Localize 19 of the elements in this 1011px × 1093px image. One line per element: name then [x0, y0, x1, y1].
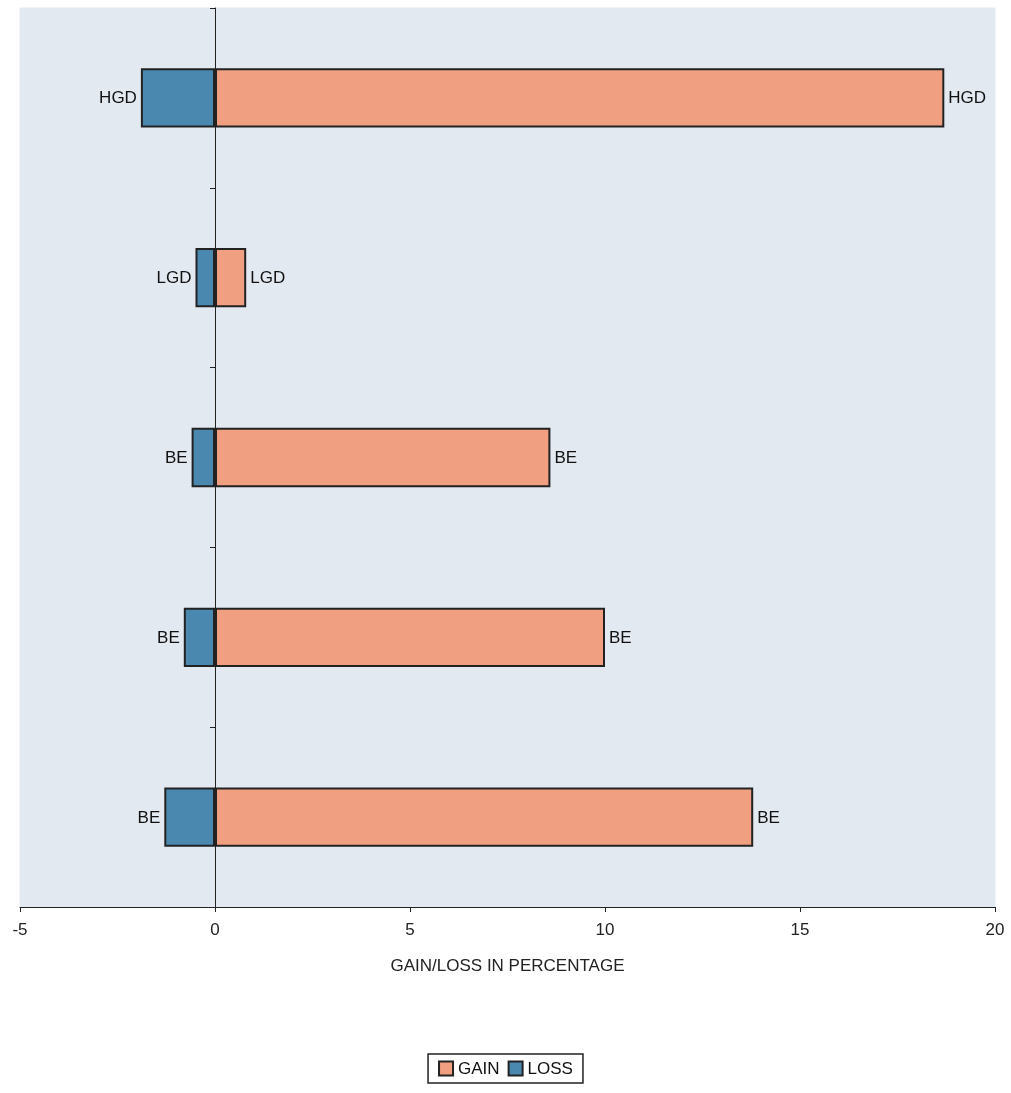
legend-label: LOSS	[527, 1059, 573, 1078]
data-label: BE	[137, 807, 161, 827]
data-label: LGD	[156, 268, 192, 288]
legend-label: GAIN	[458, 1059, 500, 1078]
x-tick-label: 10	[595, 920, 615, 939]
data-label: BE	[554, 448, 578, 467]
data-label: BE	[164, 448, 188, 467]
data-label: BE	[157, 627, 180, 647]
data-label: BE	[757, 807, 780, 827]
x-axis-title: GAIN/LOSS IN PERCENTAGE	[390, 956, 625, 975]
x-tick-label: 15	[790, 920, 810, 939]
x-tick-label: 0	[210, 920, 220, 939]
x-tick-label: -5	[12, 920, 28, 939]
data-label: LGD	[250, 268, 286, 288]
x-tick-label: 5	[405, 920, 415, 939]
data-label: HGD	[948, 88, 987, 108]
x-tick-label: 20	[985, 920, 1005, 939]
data-label: BE	[609, 627, 632, 647]
data-label: HGD	[99, 88, 137, 108]
